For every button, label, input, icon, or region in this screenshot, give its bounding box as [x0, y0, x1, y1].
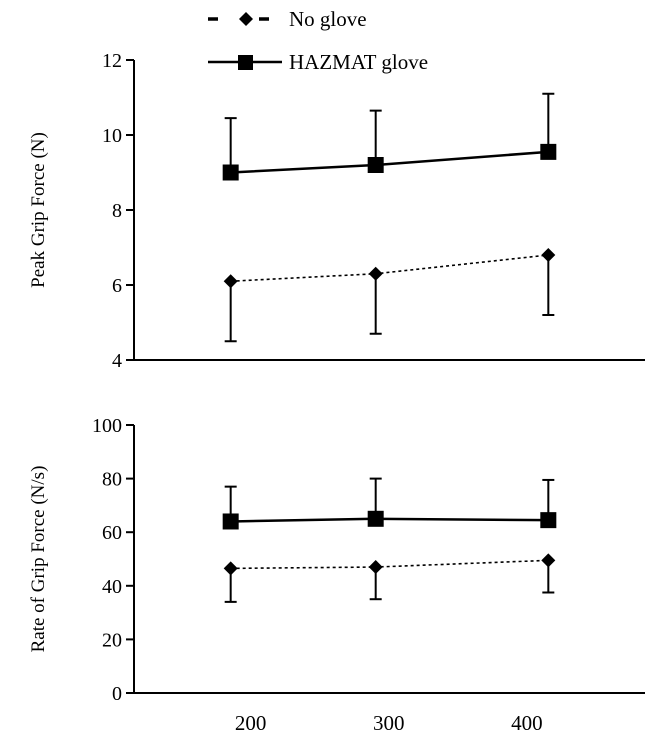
y-tick-label: 40	[102, 576, 122, 598]
series-layer	[222, 92, 557, 343]
data-point-diamond	[541, 553, 556, 568]
legend: No glove HAZMAT glove	[208, 7, 428, 74]
data-point-square	[367, 510, 384, 527]
legend-no-glove-marker	[239, 12, 253, 26]
legend-entry-hazmat-glove: HAZMAT glove	[208, 50, 428, 74]
data-point-square	[540, 512, 557, 529]
data-point-diamond	[368, 266, 383, 281]
x-tick-label: 200	[235, 711, 267, 735]
series-line-hazmat-glove	[230, 150, 549, 174]
y-tick-label: 0	[112, 683, 122, 705]
data-point-diamond	[223, 274, 238, 289]
y-tick-label: 20	[102, 629, 122, 651]
panel-peak-grip-force: 4 6 8 10 12 Peak Grip Force (N)	[28, 50, 645, 372]
y-axis-label: Rate of Grip Force (N/s)	[28, 466, 49, 653]
data-point-square	[222, 164, 239, 181]
legend-no-glove-label: No glove	[289, 7, 367, 31]
y-tick-label: 60	[102, 522, 122, 544]
legend-hazmat-label: HAZMAT glove	[289, 50, 428, 74]
x-ticks: 200 300 400	[235, 711, 543, 735]
y-tick-label: 12	[102, 50, 122, 72]
data-point-diamond	[541, 248, 556, 262]
data-point-diamond	[223, 561, 238, 576]
x-tick-label: 400	[511, 711, 543, 735]
legend-hazmat-marker	[238, 55, 253, 70]
series-line-hazmat-glove	[230, 517, 549, 523]
y-axis-label: Peak Grip Force (N)	[28, 132, 49, 288]
series-line-no-glove	[230, 254, 549, 283]
data-point-square	[540, 143, 557, 160]
panel-rate-of-grip-force: 0 20 40 60 80 100 200 300 400 Rate of Grip Forc…	[28, 415, 645, 735]
data-point-diamond	[368, 560, 383, 575]
data-point-square	[222, 513, 239, 530]
y-tick-label: 4	[112, 350, 122, 372]
y-tick-label: 10	[102, 125, 122, 147]
series-layer	[222, 477, 557, 603]
x-tick-label: 300	[373, 711, 405, 735]
y-tick-label: 100	[92, 415, 122, 437]
legend-entry-no-glove: No glove	[208, 7, 367, 31]
y-tick-label: 8	[112, 200, 122, 222]
data-point-square	[367, 157, 384, 173]
y-tick-label: 80	[102, 469, 122, 491]
y-tick-label: 6	[112, 275, 122, 297]
series-line-no-glove	[230, 559, 549, 570]
y-ticks: 0 20 40 60 80 100	[92, 415, 134, 705]
y-ticks: 4 6 8 10 12	[102, 50, 134, 372]
